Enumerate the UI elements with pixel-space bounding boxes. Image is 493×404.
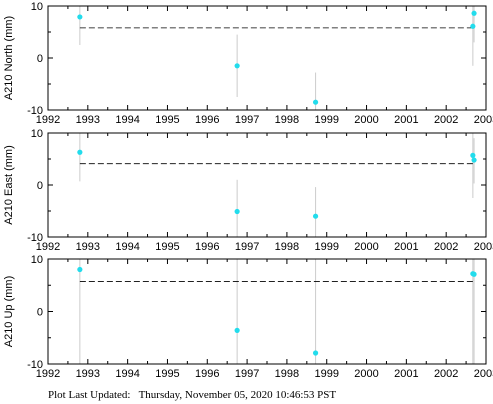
data-point	[77, 14, 83, 20]
y-tick-label: -10	[27, 232, 43, 244]
x-tick-label: 2002	[434, 241, 458, 253]
x-tick-label: 1998	[275, 114, 299, 126]
y-tick-label: 0	[37, 307, 43, 319]
x-tick-label: 1992	[36, 241, 60, 253]
y-tick-label: 10	[31, 254, 43, 266]
last-updated-label: Plot Last Updated:	[48, 389, 131, 401]
x-tick-label: 1998	[275, 241, 299, 253]
data-point	[470, 23, 476, 29]
data-point	[471, 157, 477, 163]
x-tick-label: 1996	[195, 241, 219, 253]
x-tick-label: 1995	[155, 241, 179, 253]
x-tick-label: 1992	[36, 368, 60, 380]
x-tick-label: 1999	[314, 114, 338, 126]
x-tick-label: 2000	[354, 368, 378, 380]
x-tick-label: 1999	[314, 368, 338, 380]
y-tick-label: 0	[37, 180, 43, 192]
x-tick-label: 1997	[235, 241, 259, 253]
x-tick-label: 1992	[36, 114, 60, 126]
data-point	[77, 266, 83, 273]
x-tick-label: 1996	[195, 114, 219, 126]
x-tick-label: 1996	[195, 368, 219, 380]
data-point	[470, 152, 476, 158]
x-tick-label: 1997	[235, 368, 259, 380]
x-tick-label: 2002	[434, 368, 458, 380]
x-tick-label: 2003	[474, 241, 493, 253]
y-tick-label: 10	[31, 1, 43, 13]
x-tick-label: 1999	[314, 241, 338, 253]
last-updated-timestamp: Thursday, November 05, 2020 10:46:53 PST	[138, 389, 337, 401]
x-tick-label: 1993	[76, 114, 100, 126]
plot-frame	[47, 132, 487, 238]
last-updated-footer: Plot Last Updated: Thursday, November 05…	[48, 389, 336, 401]
x-tick-label: 2001	[394, 368, 418, 380]
data-point	[471, 10, 477, 16]
y-axis-title: A210 Up (mm)	[3, 276, 15, 348]
y-tick-label: -10	[27, 359, 43, 371]
data-point	[77, 149, 83, 155]
x-tick-label: 2001	[394, 114, 418, 126]
y-axis-title: A210 North (mm)	[3, 16, 15, 100]
data-point	[234, 63, 240, 69]
y-tick-label: -10	[27, 105, 43, 117]
x-tick-label: 2003	[474, 368, 493, 380]
x-tick-label: 1994	[115, 114, 139, 126]
data-point	[312, 99, 319, 105]
y-tick-label: 0	[37, 53, 43, 65]
x-tick-label: 1993	[76, 241, 100, 253]
x-tick-label: 1994	[115, 241, 139, 253]
chart-panel-3: 1992 1993 1994 1995 1996 1997 1998 1999 2000 2001…	[3, 254, 493, 380]
plot-frame	[47, 5, 487, 111]
chart-panel-1: 1992 1993 1994 1995 1996 1997 1998 1999 2000 2001…	[3, 1, 493, 126]
x-tick-label: 2001	[394, 241, 418, 253]
data-point	[312, 213, 319, 219]
plot-frame	[47, 258, 487, 365]
data-point	[234, 208, 240, 215]
x-tick-label: 1994	[115, 368, 139, 380]
x-tick-label: 2003	[474, 114, 493, 126]
x-tick-label: 2000	[354, 241, 378, 253]
chart-panel-2: 1992 1993 1994 1995 1996 1997 1998 1999 2000 2001…	[3, 128, 493, 253]
x-tick-label: 2000	[354, 114, 378, 126]
data-point	[312, 350, 319, 356]
y-axis-title: A210 East (mm)	[3, 145, 15, 224]
x-tick-label: 1998	[275, 368, 299, 380]
data-point	[471, 271, 477, 277]
x-tick-label: 1995	[155, 114, 179, 126]
y-tick-label: 10	[31, 128, 43, 140]
x-tick-label: 1995	[155, 368, 179, 380]
x-tick-label: 2002	[434, 114, 458, 126]
data-point	[234, 327, 240, 333]
x-tick-label: 1997	[235, 114, 259, 126]
x-tick-label: 1993	[76, 368, 100, 380]
